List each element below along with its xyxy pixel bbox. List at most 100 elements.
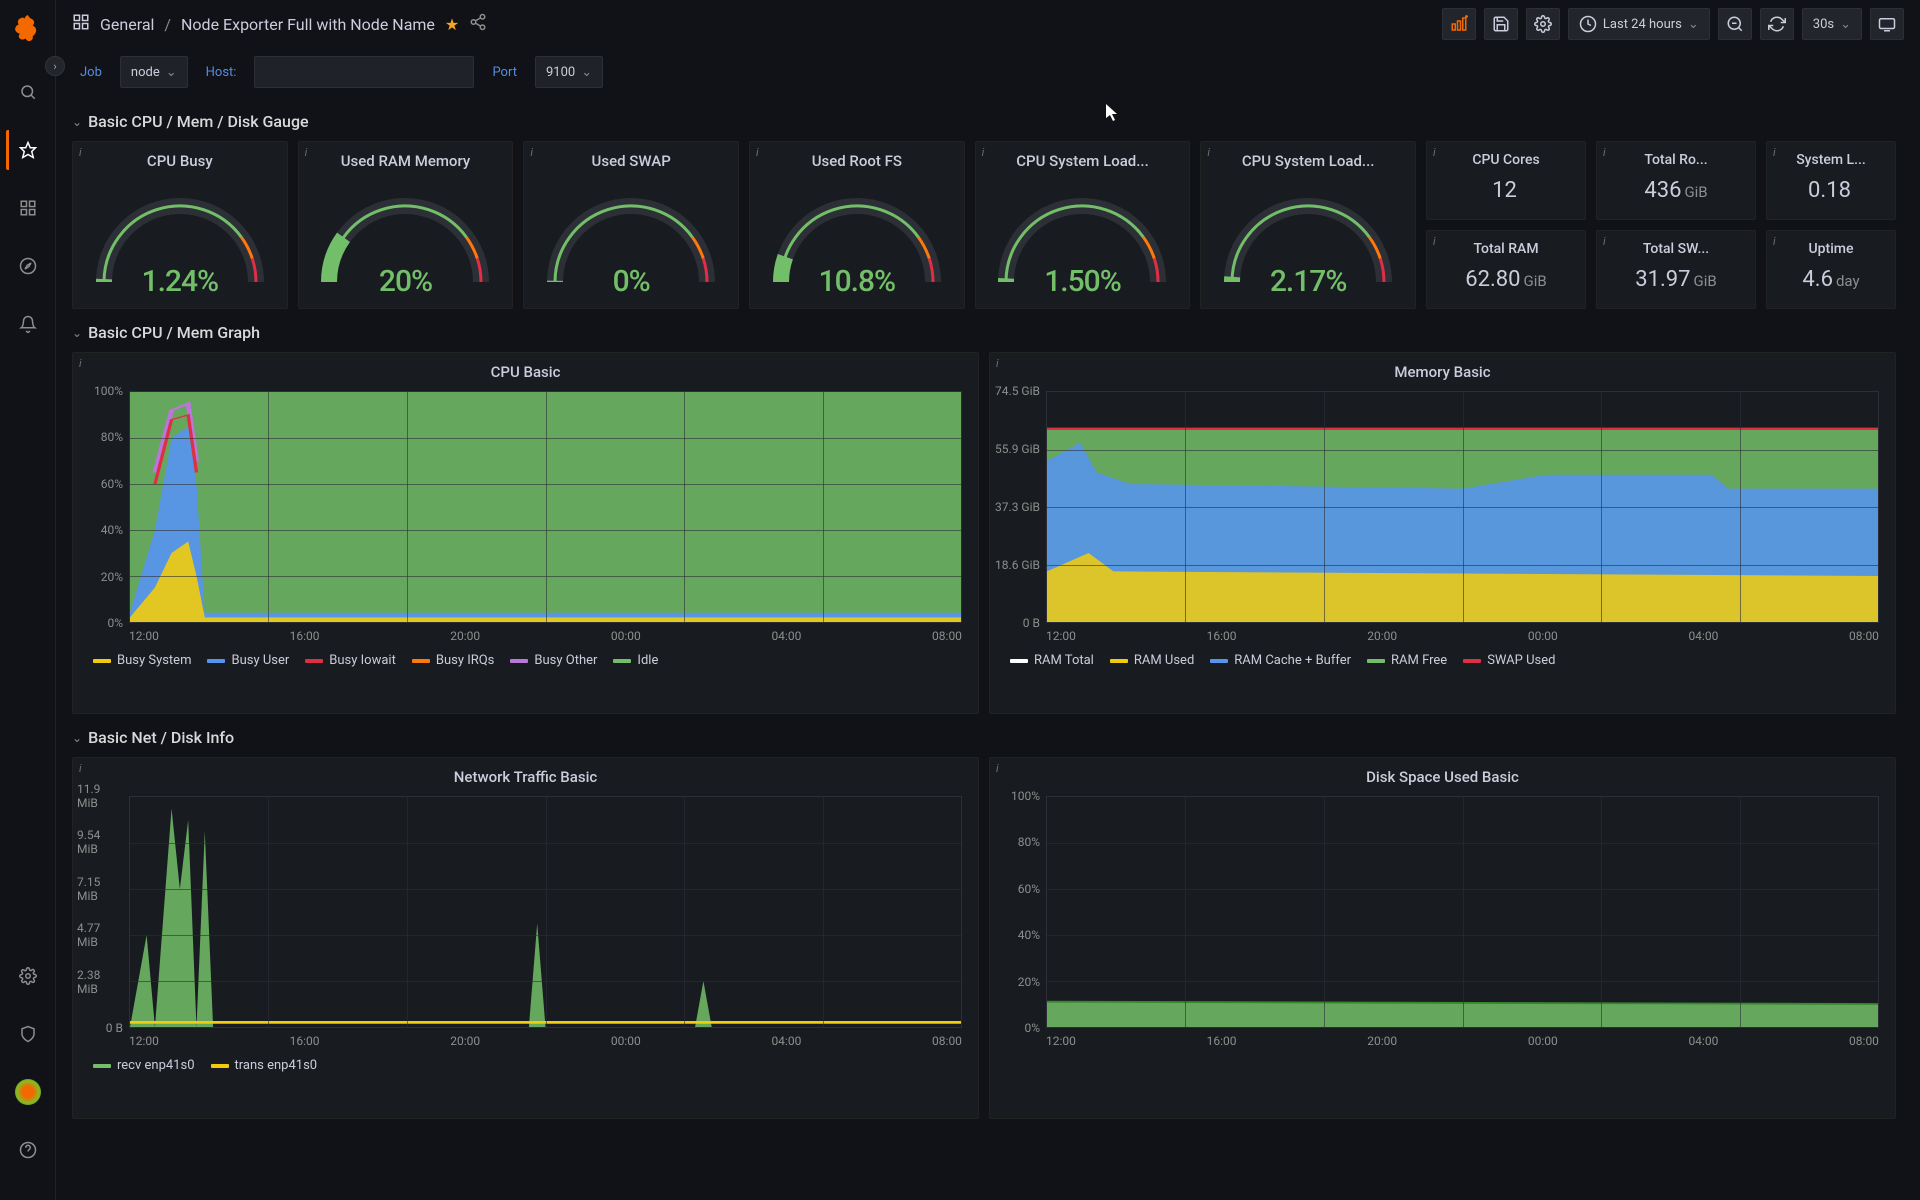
network-traffic-panel[interactable]: i Network Traffic Basic 11.9 MiB9.54 MiB…	[72, 757, 979, 1119]
gauge-panel[interactable]: i CPU Busy 1.24%	[72, 141, 288, 309]
net-chart-area: 11.9 MiB9.54 MiB7.15 MiB4.77 MiB2.38 MiB…	[129, 796, 962, 1028]
info-icon[interactable]: i	[79, 762, 82, 775]
topbar: General / Node Exporter Full with Node N…	[56, 0, 1920, 48]
info-icon[interactable]: i	[79, 146, 82, 159]
info-icon[interactable]: i	[996, 357, 999, 370]
legend-item[interactable]: recv enp41s0	[93, 1058, 195, 1073]
stat-value: 436GiB	[1597, 172, 1755, 203]
panel-title: Total Ro...	[1597, 142, 1755, 172]
sidebar: ›	[0, 0, 56, 1200]
save-button[interactable]	[1484, 8, 1518, 40]
chevron-down-icon: ⌄	[72, 731, 82, 745]
info-icon[interactable]: i	[1207, 146, 1210, 159]
refresh-button[interactable]	[1760, 8, 1794, 40]
stat-panel[interactable]: i CPU Cores 12	[1426, 141, 1586, 220]
legend-item[interactable]: Busy IRQs	[412, 653, 495, 668]
gauge-value: 20%	[379, 264, 432, 299]
row-header-gauges[interactable]: ⌄ Basic CPU / Mem / Disk Gauge	[72, 112, 1896, 131]
gauge-panel[interactable]: i Used Root FS 10.8%	[749, 141, 965, 309]
var-host-input[interactable]	[254, 56, 474, 88]
shield-icon[interactable]	[8, 1014, 48, 1054]
stat-panel[interactable]: i System L... 0.18	[1766, 141, 1896, 220]
var-port-select[interactable]: 9100⌄	[535, 56, 603, 88]
cpu-chart-area: 100%80%60%40%20%0%	[129, 391, 962, 623]
info-icon[interactable]: i	[1773, 235, 1776, 248]
info-icon[interactable]: i	[982, 146, 985, 159]
dashboards-icon[interactable]	[8, 188, 48, 228]
info-icon[interactable]: i	[530, 146, 533, 159]
tv-mode-button[interactable]	[1870, 8, 1904, 40]
config-icon[interactable]	[8, 956, 48, 996]
info-icon[interactable]: i	[1433, 146, 1436, 159]
avatar[interactable]	[8, 1072, 48, 1112]
add-panel-button[interactable]	[1442, 8, 1476, 40]
settings-button[interactable]	[1526, 8, 1560, 40]
refresh-interval-label: 30s	[1813, 17, 1834, 32]
favorite-star-icon[interactable]: ★	[445, 15, 459, 34]
zoom-out-button[interactable]	[1718, 8, 1752, 40]
alert-icon[interactable]	[8, 304, 48, 344]
info-icon[interactable]: i	[996, 762, 999, 775]
stat-panel[interactable]: i Uptime 4.6day	[1766, 230, 1896, 309]
info-icon[interactable]: i	[305, 146, 308, 159]
row-title-label: Basic Net / Disk Info	[88, 728, 234, 747]
gauge-panel[interactable]: i Used RAM Memory 20%	[298, 141, 514, 309]
legend-item[interactable]: Busy System	[93, 653, 191, 668]
share-icon[interactable]	[469, 13, 487, 35]
panel-title: Used Root FS	[812, 142, 902, 174]
cpu-basic-panel[interactable]: i CPU Basic 100%80%60%40%20%0% 12:0016:0…	[72, 352, 979, 714]
timerange-picker[interactable]: Last 24 hours ⌄	[1568, 8, 1710, 40]
panels-icon[interactable]	[72, 13, 90, 35]
stat-panel[interactable]: i Total SW... 31.97GiB	[1596, 230, 1756, 309]
chevron-down-icon: ⌄	[72, 326, 82, 340]
var-host-label: Host:	[198, 65, 245, 80]
gauge-panel[interactable]: i CPU System Load... 2.17%	[1200, 141, 1416, 309]
help-icon[interactable]	[8, 1130, 48, 1170]
refresh-interval-picker[interactable]: 30s ⌄	[1802, 8, 1862, 40]
disk-chart-area: 100%80%60%40%20%0%	[1046, 796, 1879, 1028]
memory-basic-panel[interactable]: i Memory Basic 74.5 GiB55.9 GiB37.3 GiB1…	[989, 352, 1896, 714]
explore-icon[interactable]	[8, 246, 48, 286]
info-icon[interactable]: i	[1603, 235, 1606, 248]
cpu-legend: Busy System Busy User Busy Iowait Busy IRQs…	[73, 643, 978, 668]
panel-title: Used RAM Memory	[341, 142, 471, 174]
legend-item[interactable]: SWAP Used	[1463, 653, 1555, 668]
gauge-value: 2.17%	[1270, 264, 1347, 299]
panel-title: CPU Busy	[147, 142, 213, 174]
info-icon[interactable]: i	[1603, 146, 1606, 159]
var-job-select[interactable]: node⌄	[120, 56, 188, 88]
legend-item[interactable]: Busy User	[207, 653, 289, 668]
timerange-label: Last 24 hours	[1603, 17, 1682, 32]
breadcrumb-folder[interactable]: General	[100, 15, 154, 34]
legend-item[interactable]: RAM Free	[1367, 653, 1447, 668]
legend-item[interactable]: Busy Iowait	[305, 653, 396, 668]
legend-item[interactable]: RAM Used	[1110, 653, 1194, 668]
row-header-netdisk[interactable]: ⌄ Basic Net / Disk Info	[72, 728, 1896, 747]
search-icon[interactable]	[8, 72, 48, 112]
star-icon[interactable]	[6, 130, 46, 170]
legend-item[interactable]: trans enp41s0	[211, 1058, 318, 1073]
stat-panel[interactable]: i Total Ro... 436GiB	[1596, 141, 1756, 220]
info-icon[interactable]: i	[756, 146, 759, 159]
graph-row-2: i Network Traffic Basic 11.9 MiB9.54 MiB…	[72, 757, 1896, 1119]
legend-item[interactable]: Busy Other	[510, 653, 597, 668]
var-job-label: Job	[72, 65, 110, 80]
row-header-graphs[interactable]: ⌄ Basic CPU / Mem Graph	[72, 323, 1896, 342]
info-icon[interactable]: i	[1433, 235, 1436, 248]
stat-panel[interactable]: i Total RAM 62.80GiB	[1426, 230, 1586, 309]
disk-space-panel[interactable]: i Disk Space Used Basic 100%80%60%40%20%…	[989, 757, 1896, 1119]
breadcrumb-title[interactable]: Node Exporter Full with Node Name	[181, 15, 435, 34]
legend-item[interactable]: RAM Cache + Buffer	[1210, 653, 1351, 668]
legend-item[interactable]: RAM Total	[1010, 653, 1094, 668]
info-icon[interactable]: i	[1773, 146, 1776, 159]
info-icon[interactable]: i	[79, 357, 82, 370]
grafana-logo[interactable]	[12, 12, 44, 44]
chevron-down-icon: ⌄	[72, 115, 82, 129]
gauge-panel[interactable]: i CPU System Load... 1.50%	[975, 141, 1191, 309]
legend-item[interactable]: Idle	[613, 653, 658, 668]
stat-value: 4.6day	[1767, 261, 1895, 292]
panel-title: Total SW...	[1597, 231, 1755, 261]
panel-title: CPU Cores	[1427, 142, 1585, 172]
mem-chart-area: 74.5 GiB55.9 GiB37.3 GiB18.6 GiB0 B	[1046, 391, 1879, 623]
gauge-panel[interactable]: i Used SWAP 0%	[523, 141, 739, 309]
